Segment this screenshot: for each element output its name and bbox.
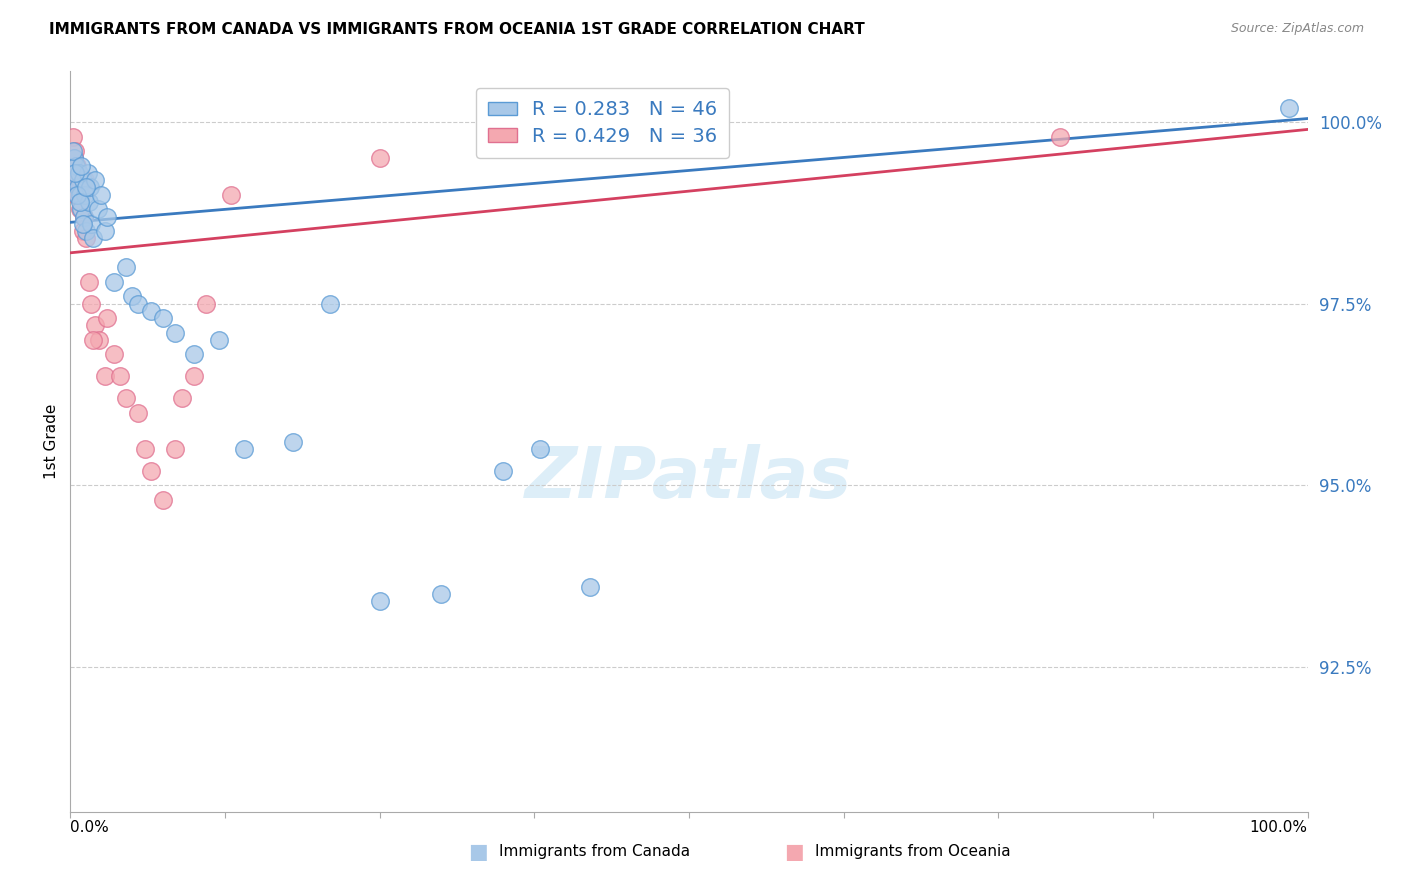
Point bbox=[281, 434, 304, 449]
Point bbox=[183, 369, 205, 384]
Point bbox=[75, 231, 97, 245]
Point bbox=[72, 224, 94, 238]
Point bbox=[121, 289, 143, 303]
Point bbox=[183, 347, 205, 361]
Text: Immigrants from Oceania: Immigrants from Oceania bbox=[815, 845, 1011, 859]
Point bbox=[319, 296, 342, 310]
Point bbox=[152, 492, 174, 507]
Point bbox=[63, 152, 86, 166]
Point bbox=[115, 260, 138, 275]
Point bbox=[66, 159, 89, 173]
Point bbox=[65, 173, 87, 187]
Point bbox=[72, 217, 94, 231]
Point bbox=[84, 318, 107, 333]
Point bbox=[134, 442, 156, 456]
Point bbox=[63, 152, 86, 166]
Point bbox=[94, 369, 117, 384]
Point bbox=[139, 464, 162, 478]
Point bbox=[65, 159, 87, 173]
Point bbox=[67, 166, 90, 180]
Point bbox=[69, 187, 91, 202]
Point bbox=[430, 587, 453, 601]
Point bbox=[63, 145, 86, 159]
Point bbox=[127, 296, 149, 310]
Point bbox=[1049, 129, 1071, 144]
Point bbox=[579, 580, 602, 594]
Point bbox=[67, 180, 90, 194]
Point bbox=[82, 333, 104, 347]
Text: 0.0%: 0.0% bbox=[70, 821, 110, 836]
Point bbox=[73, 210, 96, 224]
Point bbox=[127, 405, 149, 419]
Point bbox=[103, 347, 125, 361]
Point bbox=[195, 296, 218, 310]
Point bbox=[62, 145, 84, 159]
Point bbox=[170, 391, 193, 405]
Text: ZIPatlas: ZIPatlas bbox=[526, 444, 852, 513]
Point bbox=[65, 187, 87, 202]
Point bbox=[69, 194, 91, 209]
Point bbox=[63, 166, 86, 180]
Point bbox=[75, 173, 97, 187]
Point bbox=[70, 187, 93, 202]
Point bbox=[77, 275, 100, 289]
Legend: R = 0.283   N = 46, R = 0.429   N = 36: R = 0.283 N = 46, R = 0.429 N = 36 bbox=[477, 88, 730, 158]
Point bbox=[529, 442, 551, 456]
Point bbox=[1278, 101, 1301, 115]
Point bbox=[69, 180, 91, 194]
Y-axis label: 1st Grade: 1st Grade bbox=[44, 404, 59, 479]
Point bbox=[79, 180, 101, 194]
Point bbox=[139, 304, 162, 318]
Point bbox=[90, 187, 112, 202]
Text: 100.0%: 100.0% bbox=[1250, 821, 1308, 836]
Point bbox=[87, 333, 110, 347]
Point bbox=[66, 187, 89, 202]
Point bbox=[86, 202, 108, 217]
Point bbox=[103, 275, 125, 289]
Point bbox=[152, 311, 174, 326]
Point bbox=[76, 166, 98, 180]
Point bbox=[94, 224, 117, 238]
Point bbox=[165, 442, 187, 456]
Point bbox=[80, 296, 103, 310]
Point bbox=[84, 173, 107, 187]
Point bbox=[492, 464, 515, 478]
Point bbox=[80, 217, 103, 231]
Point bbox=[66, 180, 89, 194]
Point bbox=[165, 326, 187, 340]
Text: ■: ■ bbox=[468, 842, 488, 862]
Point bbox=[73, 210, 96, 224]
Point bbox=[208, 333, 231, 347]
Point bbox=[62, 129, 84, 144]
Text: Immigrants from Canada: Immigrants from Canada bbox=[499, 845, 690, 859]
Point bbox=[69, 202, 91, 217]
Point bbox=[66, 173, 89, 187]
Point bbox=[69, 159, 91, 173]
Point bbox=[75, 187, 97, 202]
Point bbox=[82, 231, 104, 245]
Point bbox=[75, 224, 97, 238]
Point bbox=[219, 187, 242, 202]
Point bbox=[72, 173, 94, 187]
Point bbox=[368, 594, 391, 608]
Point bbox=[65, 166, 87, 180]
Point bbox=[115, 391, 138, 405]
Point bbox=[368, 152, 391, 166]
Point bbox=[75, 180, 97, 194]
Point bbox=[96, 311, 118, 326]
Point bbox=[96, 210, 118, 224]
Text: IMMIGRANTS FROM CANADA VS IMMIGRANTS FROM OCEANIA 1ST GRADE CORRELATION CHART: IMMIGRANTS FROM CANADA VS IMMIGRANTS FRO… bbox=[49, 22, 865, 37]
Point bbox=[232, 442, 254, 456]
Point bbox=[108, 369, 131, 384]
Text: ■: ■ bbox=[785, 842, 804, 862]
Point bbox=[70, 202, 93, 217]
Text: Source: ZipAtlas.com: Source: ZipAtlas.com bbox=[1230, 22, 1364, 36]
Point bbox=[77, 194, 100, 209]
